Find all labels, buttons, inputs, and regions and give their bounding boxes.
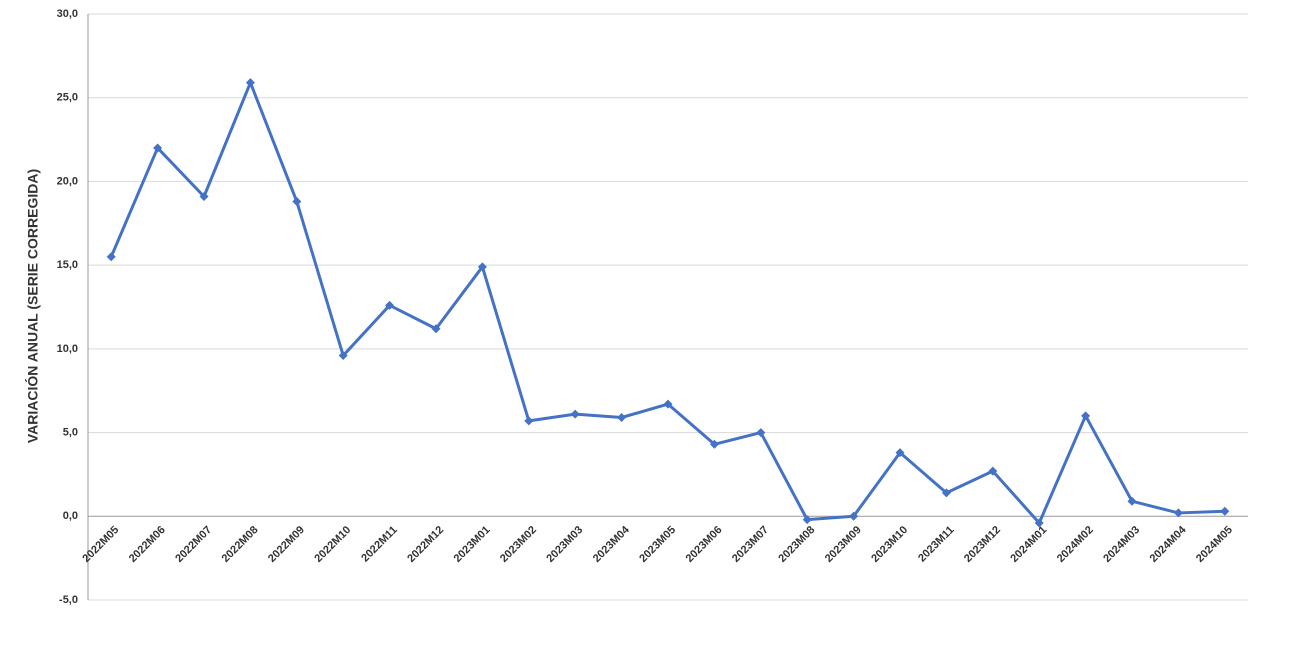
x-tick-label: 2022M10 (312, 524, 353, 565)
y-tick-label: -5,0 (59, 594, 78, 606)
y-tick-label: 30,0 (57, 8, 78, 20)
marker (709, 439, 719, 449)
marker (570, 409, 580, 419)
x-tick-label: 2023M05 (637, 524, 678, 565)
marker (199, 191, 209, 201)
x-tick-label: 2023M08 (776, 524, 817, 565)
marker (663, 399, 673, 409)
marker (292, 197, 302, 207)
y-tick-label: 25,0 (57, 92, 78, 104)
x-tick-label: 2022M08 (220, 524, 261, 565)
y-axis-label: VARIACIÓN ANUAL (SERIE CORREGIDA) (24, 169, 41, 443)
marker (106, 252, 116, 262)
x-tick-label: 2022M11 (359, 524, 399, 564)
marker (153, 143, 163, 153)
marker (245, 78, 255, 88)
marker (1081, 411, 1091, 421)
y-tick-label: 20,0 (57, 175, 78, 187)
x-tick-label: 2024M02 (1055, 524, 1096, 565)
marker (524, 416, 534, 426)
x-tick-label: 2023M11 (916, 524, 956, 564)
x-tick-label: 2024M01 (1008, 524, 1049, 565)
y-tick-label: 10,0 (57, 343, 78, 355)
y-tick-label: 0,0 (63, 510, 78, 522)
x-tick-label: 2023M03 (544, 524, 585, 565)
x-tick-label: 2022M12 (405, 524, 446, 565)
x-tick-label: 2023M07 (730, 524, 771, 565)
x-tick-label: 2023M01 (452, 524, 493, 565)
x-tick-label: 2022M05 (80, 524, 121, 565)
marker (385, 300, 395, 310)
x-tick-label: 2022M06 (127, 524, 168, 565)
marker (988, 466, 998, 476)
x-tick-label: 2023M04 (591, 523, 633, 565)
x-tick-label: 2024M03 (1101, 524, 1142, 565)
x-tick-label: 2023M06 (684, 524, 725, 565)
marker (617, 413, 627, 423)
marker (1220, 506, 1230, 516)
x-tick-label: 2023M02 (498, 524, 539, 565)
marker (756, 428, 766, 438)
y-tick-label: 15,0 (57, 259, 78, 271)
marker (895, 448, 905, 458)
line (109, 81, 1225, 525)
x-tick-label: 2024M04 (1148, 523, 1190, 565)
marker (941, 488, 951, 498)
marker (1173, 508, 1183, 518)
x-tick-label: 2023M10 (869, 524, 910, 565)
x-tick-label: 2024M05 (1194, 524, 1235, 565)
x-tick-label: 2022M09 (266, 524, 307, 565)
x-tick-label: 2022M07 (173, 524, 214, 565)
marker (1127, 496, 1137, 506)
marker (431, 324, 441, 334)
marker (338, 351, 348, 361)
y-tick-label: 5,0 (63, 426, 78, 438)
x-tick-label: 2023M12 (962, 524, 1003, 565)
marker (802, 515, 812, 525)
marker (849, 511, 859, 521)
marker (1034, 518, 1044, 528)
marker (477, 262, 487, 272)
x-tick-label: 2023M09 (823, 524, 864, 565)
